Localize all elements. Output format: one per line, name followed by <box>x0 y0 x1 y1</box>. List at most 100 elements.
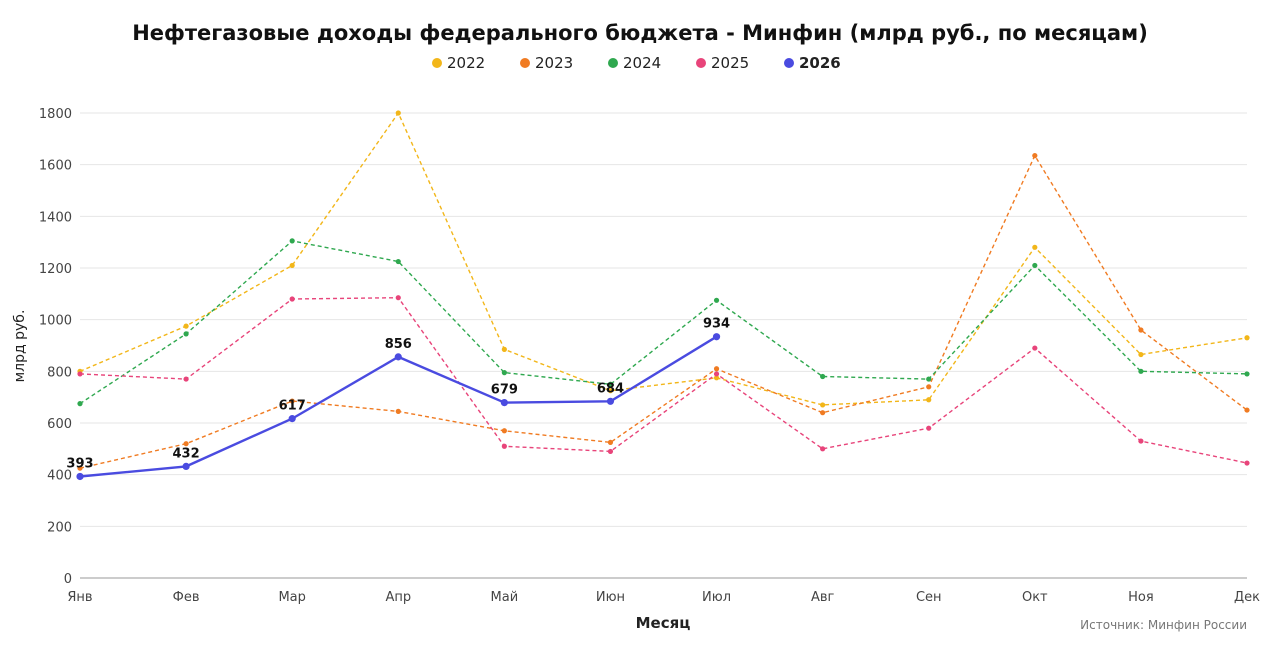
grid <box>80 112 1247 579</box>
data-point <box>183 376 189 382</box>
series-line-2024 <box>79 240 1248 405</box>
data-point <box>926 384 932 390</box>
data-point <box>77 465 83 471</box>
data-point <box>712 333 721 341</box>
legend-item-2022[interactable]: 2022 <box>447 54 485 72</box>
data-point <box>1138 368 1144 374</box>
data-label: 856 <box>385 337 412 352</box>
data-label: 432 <box>173 446 200 461</box>
legend[interactable]: 2022 2023 2024 2025 2026 <box>432 54 841 72</box>
data-point <box>1032 345 1038 351</box>
data-point <box>1032 262 1038 269</box>
y-tick-label: 800 <box>47 365 72 380</box>
data-point <box>606 397 615 405</box>
legend-item-2024[interactable]: 2024 <box>623 54 661 72</box>
legend-marker <box>784 58 794 68</box>
x-tick-label: Ноя <box>1128 590 1154 605</box>
data-point <box>77 371 83 377</box>
data-point <box>289 398 295 404</box>
data-point <box>501 428 507 434</box>
y-tick-label: 1200 <box>39 262 72 277</box>
x-tick-label: Янв <box>67 590 92 605</box>
data-point <box>183 331 189 337</box>
data-label: 684 <box>597 381 624 396</box>
x-axis-ticks: Янв Фев Мар Апр Май Июн Июл Авг Сен Окт Ноя Дек <box>67 590 1260 605</box>
x-tick-label: Авг <box>811 590 835 605</box>
data-point <box>713 297 720 303</box>
data-point <box>607 381 614 387</box>
x-tick-label: Мар <box>278 590 305 605</box>
data-point <box>1032 244 1038 250</box>
y-axis-ticks: 0 200 400 600 800 1000 1200 1400 1600 1800 <box>39 107 72 587</box>
data-point <box>1244 335 1250 341</box>
data-point <box>395 295 401 301</box>
y-tick-label: 1400 <box>39 210 72 225</box>
data-point <box>926 397 932 403</box>
series-line-2022 <box>79 111 1248 406</box>
y-tick-label: 600 <box>47 417 72 432</box>
data-point <box>607 439 614 445</box>
data-point <box>288 415 296 423</box>
data-point <box>501 370 507 376</box>
series-line-2025 <box>79 296 1248 464</box>
data-point <box>1032 153 1038 159</box>
data-point <box>394 353 402 361</box>
data-point <box>395 110 401 116</box>
legend-marker <box>696 58 706 68</box>
data-point <box>820 410 826 416</box>
data-label: 617 <box>279 399 306 414</box>
x-tick-label: Июл <box>702 590 731 605</box>
legend-marker <box>520 58 530 68</box>
data-point <box>289 238 295 244</box>
data-point <box>182 462 190 470</box>
data-point <box>501 346 507 352</box>
data-point <box>500 398 508 407</box>
x-tick-label: Дек <box>1234 590 1260 605</box>
data-label: 393 <box>66 456 93 471</box>
series-2024 <box>77 238 1250 407</box>
x-tick-label: Окт <box>1022 590 1048 605</box>
source-note: Источник: Минфин России <box>1080 618 1247 632</box>
data-point <box>395 258 401 265</box>
data-point <box>395 408 401 414</box>
data-point <box>607 448 614 455</box>
legend-item-2025[interactable]: 2025 <box>711 54 749 72</box>
data-point <box>289 296 295 302</box>
x-tick-label: Фев <box>173 590 200 605</box>
y-tick-label: 400 <box>47 469 72 484</box>
data-point <box>820 446 826 452</box>
data-point <box>820 402 826 408</box>
legend-marker <box>608 58 618 68</box>
y-tick-label: 0 <box>64 572 72 587</box>
data-point <box>1244 460 1250 466</box>
series-line-2023 <box>79 154 1248 469</box>
chart-title: Нефтегазовые доходы федерального бюджета… <box>132 21 1148 45</box>
data-point <box>713 366 720 372</box>
data-point <box>183 441 189 447</box>
data-point <box>1244 407 1250 413</box>
data-point <box>76 472 84 481</box>
data-point <box>713 375 720 381</box>
series-layer <box>76 110 1250 481</box>
series-2025 <box>77 295 1250 466</box>
series-2026 <box>76 333 721 481</box>
data-point <box>1138 327 1144 333</box>
data-point <box>820 373 826 380</box>
legend-item-2023[interactable]: 2023 <box>535 54 573 72</box>
data-point <box>183 323 189 329</box>
x-axis-title: Месяц <box>636 614 691 632</box>
data-point <box>1138 351 1144 358</box>
legend-item-2026[interactable]: 2026 <box>799 54 841 72</box>
y-tick-label: 1000 <box>39 314 72 329</box>
legend-marker <box>432 58 442 68</box>
data-point <box>1138 438 1144 444</box>
data-labels: 393 432 617 856 679 684 934 <box>66 317 730 472</box>
data-label: 934 <box>703 317 730 332</box>
y-axis-title: млрд руб. <box>12 310 28 383</box>
data-point <box>501 443 507 449</box>
series-2022 <box>77 110 1250 408</box>
data-point <box>607 388 614 394</box>
data-point <box>77 401 83 407</box>
